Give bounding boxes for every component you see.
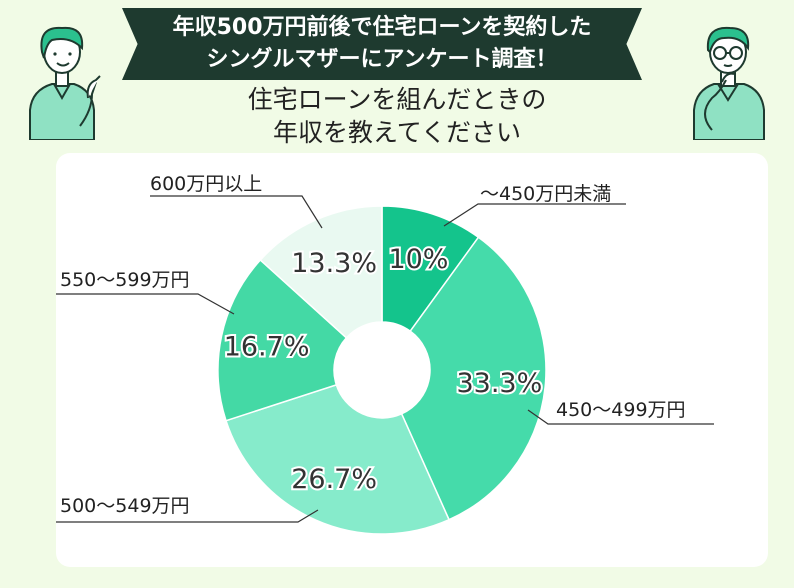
slice-percent-label: 13.3%	[291, 248, 377, 279]
leader-line	[443, 203, 626, 227]
category-label: 450〜499万円	[556, 399, 686, 421]
slice-percent-label: 33.3%	[456, 368, 542, 399]
category-label: 550〜599万円	[60, 269, 190, 291]
slice-percent-label: 10%	[388, 244, 448, 275]
donut-slice	[217, 258, 348, 422]
question-line-2: 年収を教えてください	[272, 118, 521, 147]
category-label: 〜450万円未満	[480, 183, 611, 205]
donut-slice	[225, 383, 451, 535]
banner-line-1: 年収500万円前後で住宅ローンを契約した	[172, 15, 592, 40]
leader-line	[56, 293, 235, 315]
title-banner: 年収500万円前後で住宅ローンを契約した シングルマザーにアンケート調査！	[122, 8, 642, 80]
category-label: 600万円以上	[150, 173, 262, 195]
donut-slice	[259, 205, 383, 339]
banner-line-2: シングルマザーにアンケート調査！	[206, 47, 558, 72]
slice-percent-label: 16.7%	[224, 331, 310, 362]
donut-slice	[400, 236, 547, 521]
man-illustration	[693, 26, 765, 140]
leader-line	[527, 409, 714, 425]
question-line-1: 住宅ローンを組んだときの	[247, 85, 547, 114]
category-label: 500〜549万円	[60, 495, 190, 517]
leader-line	[56, 509, 319, 523]
leader-line	[150, 195, 323, 229]
woman-illustration	[29, 26, 101, 140]
slice-percent-label: 26.7%	[291, 464, 377, 495]
